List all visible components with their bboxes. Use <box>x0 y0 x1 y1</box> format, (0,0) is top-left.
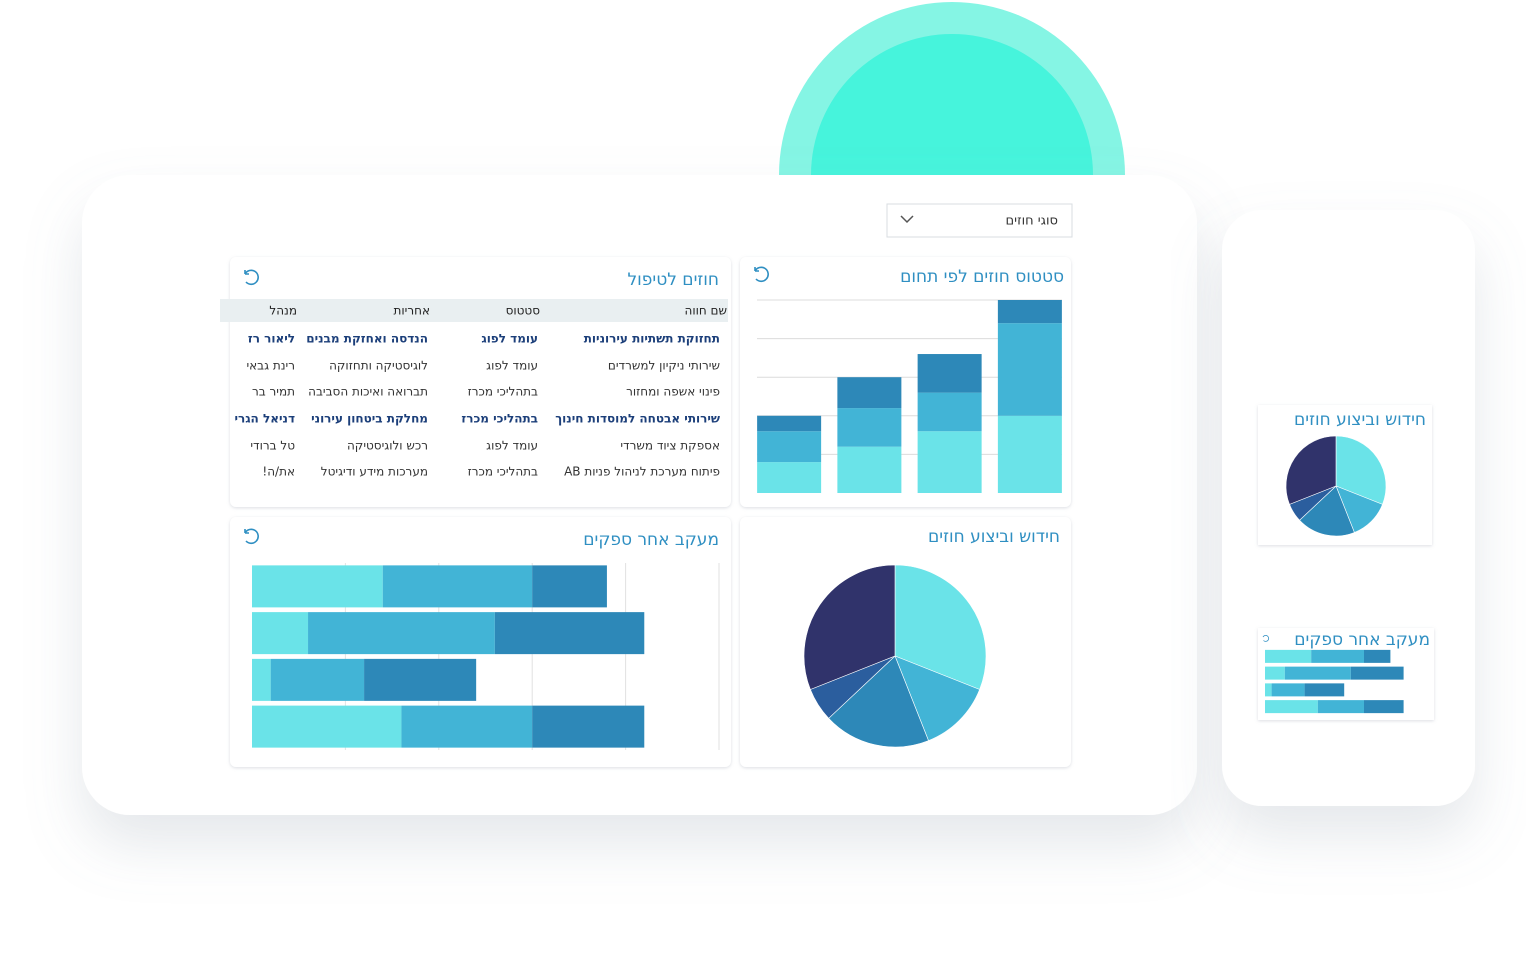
bar-segment <box>532 705 645 748</box>
table-header <box>220 299 728 322</box>
dropdown-label: סוגי חוזים <box>1006 214 1058 229</box>
bar-segment <box>1265 666 1285 680</box>
table-cell: בתהליכי מכרז <box>468 385 538 399</box>
bar-segment <box>997 323 1062 416</box>
bar-segment <box>917 392 982 432</box>
panel-title: חידוש וביצוע חוזים <box>928 527 1060 547</box>
panel <box>740 257 1071 507</box>
dropdown[interactable]: סוגי חוזים <box>886 203 1073 238</box>
column-header: סטטוס <box>506 304 541 318</box>
pie-slice <box>894 564 987 690</box>
column-header: שם חווה <box>685 304 728 318</box>
bar-segment <box>837 446 902 493</box>
table-cell: פיתוח מערכת לניהול פניות AB <box>564 465 720 479</box>
table-cell: עומד לפוג <box>486 359 538 373</box>
bar-segment <box>1271 683 1305 697</box>
decor-semicircle <box>779 2 1125 175</box>
bar-segment <box>252 612 309 655</box>
pie-slice <box>803 564 896 690</box>
refresh-icon[interactable] <box>244 269 259 286</box>
bar-segment <box>757 462 822 493</box>
table-cell: שירותי ניקיון למשרדים <box>608 359 720 373</box>
table-cell: ליאור רז <box>248 332 295 346</box>
table-cell: דניאל הגרי <box>234 412 295 426</box>
bar-segment <box>837 377 902 409</box>
bar-segment <box>1304 683 1345 697</box>
bar-segment <box>401 705 533 748</box>
bar-segment <box>532 565 607 608</box>
table-cell: רינת גבאי <box>246 359 295 373</box>
bar-segment <box>1364 700 1404 714</box>
bar-segment <box>917 354 982 393</box>
table-cell: את/ה! <box>262 465 295 479</box>
bar-segment <box>1311 649 1364 663</box>
column-header: מנהל <box>269 304 297 318</box>
table-cell: שירותי אבטחה למוסדות חינוך <box>555 412 720 426</box>
mobile-panel-title: חידוש וביצוע חוזים <box>1294 410 1426 430</box>
table-cell: פינוי אשפה ומחזור <box>626 385 720 399</box>
table-cell: עומד לפוג <box>486 439 538 453</box>
table-cell: מערכות מידע ודיגיטל <box>321 465 428 479</box>
bar-segment <box>917 431 982 493</box>
bar-segment <box>364 658 477 701</box>
bar-segment <box>1364 649 1391 663</box>
bar-segment <box>382 565 533 608</box>
chevron <box>900 215 914 224</box>
bar-segment <box>252 565 383 608</box>
bar-segment <box>1284 666 1351 680</box>
bar-segment <box>757 415 822 432</box>
pie-slice <box>1285 435 1337 505</box>
column-header: אחריות <box>394 304 430 318</box>
table-cell: בתהליכי מכרז <box>461 412 538 426</box>
bar-segment <box>252 658 271 701</box>
dropdown-box[interactable] <box>886 203 1073 238</box>
bar-segment <box>308 612 495 655</box>
table-cell: טל ברודי <box>250 439 295 453</box>
bar-segment <box>1265 700 1318 714</box>
refresh-icon[interactable] <box>1262 635 1270 642</box>
table-cell: אספקת ציוד משרדי <box>620 439 720 453</box>
table-cell: הנדסה ואחזקת מבנים <box>306 332 428 346</box>
pie-slice <box>1335 435 1387 505</box>
bar-segment <box>1265 649 1312 663</box>
table-cell: תחזוקת תשתיות עירוניות <box>584 332 720 346</box>
table-cell: רכש ולוגיסטיקה <box>347 439 428 453</box>
refresh-icon[interactable] <box>754 266 769 283</box>
bar-segment <box>997 415 1062 493</box>
bar-segment <box>757 431 822 463</box>
table-cell: תמיר בר <box>252 385 295 399</box>
bar-segment <box>252 705 402 748</box>
table-cell: תברואה ואיכות הסביבה <box>308 385 428 399</box>
panel-title: מעקב אחר ספקים <box>583 530 719 550</box>
bar-segment <box>1350 666 1404 680</box>
bar-segment <box>997 300 1062 324</box>
bar-segment <box>1317 700 1364 714</box>
table-cell: לוגיסטיקה ותחזוקה <box>329 359 428 373</box>
table-cell: מחלקת ביטחון עירוני <box>311 412 428 426</box>
bar-segment <box>837 408 902 447</box>
mobile-panel-title: מעקב אחר ספקים <box>1294 630 1430 650</box>
panel-title: סטטוס חוזים לפי תחום <box>900 267 1064 287</box>
refresh-icon[interactable] <box>244 528 259 545</box>
table-cell: עומד לפוג <box>481 332 538 346</box>
bar-segment <box>270 658 365 701</box>
bar-segment <box>1265 683 1272 697</box>
refresh-icons[interactable] <box>244 266 1270 642</box>
pie-slice <box>894 655 980 741</box>
panel-title: חוזים לטיפול <box>627 270 719 290</box>
pie-slice <box>828 655 929 748</box>
bar-segment <box>494 612 645 655</box>
pie-slice <box>1299 485 1355 537</box>
table-cell: בתהליכי מכרז <box>468 465 538 479</box>
